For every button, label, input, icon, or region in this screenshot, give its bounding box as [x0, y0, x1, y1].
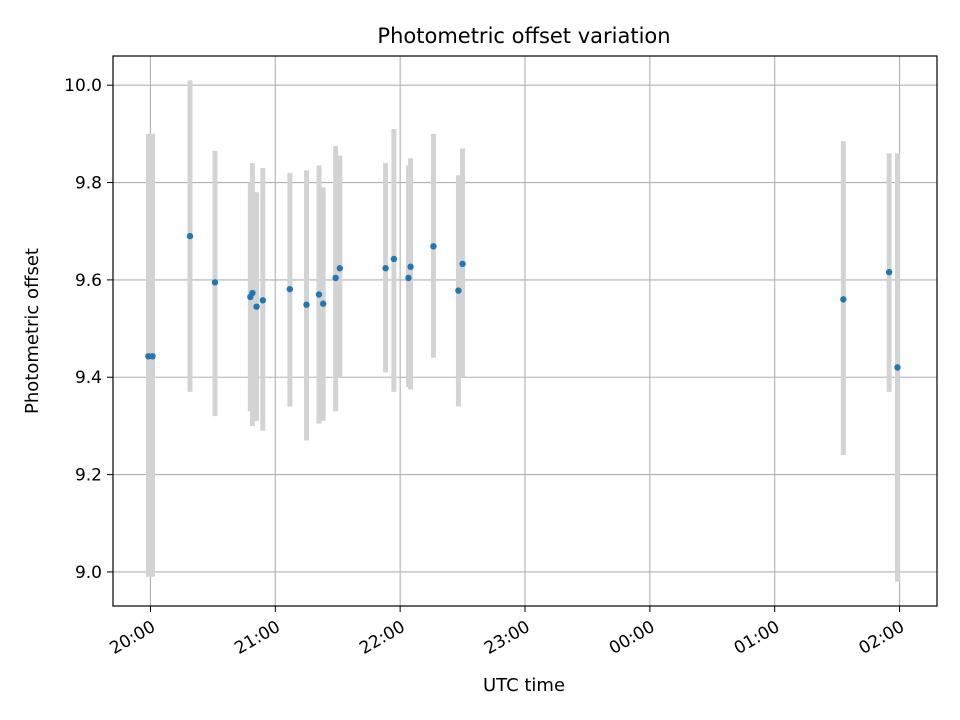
data-point — [186, 232, 194, 240]
y-tick-label: 10.0 — [64, 76, 102, 96]
y-tick-label: 9.4 — [75, 368, 102, 388]
data-point — [405, 274, 412, 282]
data-point — [382, 265, 389, 272]
data-point — [286, 285, 294, 293]
data-point — [885, 268, 893, 276]
data-point — [249, 289, 256, 297]
data-point — [390, 255, 398, 263]
data-point — [315, 291, 323, 298]
data-point — [894, 364, 901, 371]
data-point — [430, 243, 437, 250]
y-axis-ticks: 9.0 9.2 9.4 9.6 9.8 10.0 — [64, 76, 113, 583]
data-point — [319, 300, 327, 307]
data-point — [840, 296, 847, 303]
y-tick-label: 9.0 — [75, 563, 102, 583]
data-point — [407, 263, 414, 270]
data-point — [149, 353, 156, 360]
y-axis-title: Photometric offset — [22, 248, 43, 414]
data-point — [336, 265, 344, 272]
data-point — [303, 301, 310, 308]
data-point — [211, 279, 219, 286]
y-tick-label: 9.8 — [75, 174, 102, 194]
data-point — [259, 297, 267, 304]
y-tick-label: 9.6 — [75, 271, 102, 291]
y-tick-label: 9.2 — [75, 466, 102, 486]
data-point — [253, 303, 260, 310]
data-point — [332, 274, 339, 282]
data-point — [459, 260, 466, 268]
data-point — [455, 287, 462, 294]
x-axis-title: UTC time — [483, 675, 565, 696]
chart-title: Photometric offset variation — [377, 24, 670, 48]
data-points — [145, 232, 901, 371]
